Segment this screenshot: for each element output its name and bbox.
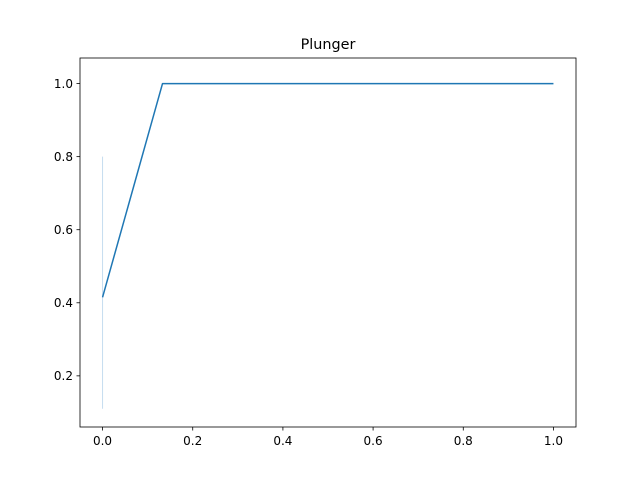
x-tick-label: 0.2 [183,434,202,448]
y-tick-label: 0.8 [54,150,73,164]
y-axis-ticks: 0.2 0.4 0.6 0.8 1.0 [54,77,80,383]
x-tick-label: 1.0 [544,434,563,448]
x-tick-label: 0.0 [93,434,112,448]
x-tick-label: 0.4 [273,434,292,448]
series-layer [101,82,554,298]
series-line-0 [101,82,554,298]
x-tick-label: 0.6 [364,434,383,448]
plot-area-frame [79,57,577,428]
y-tick-label: 1.0 [54,77,73,91]
y-tick-label: 0.4 [54,296,73,310]
chart-title: Plunger [301,37,356,53]
y-tick-label: 0.6 [54,223,73,237]
x-tick-label: 0.8 [454,434,473,448]
y-tick-label: 0.2 [54,369,73,383]
x-axis-ticks: 0.0 0.2 0.4 0.6 0.8 1.0 [93,427,563,448]
